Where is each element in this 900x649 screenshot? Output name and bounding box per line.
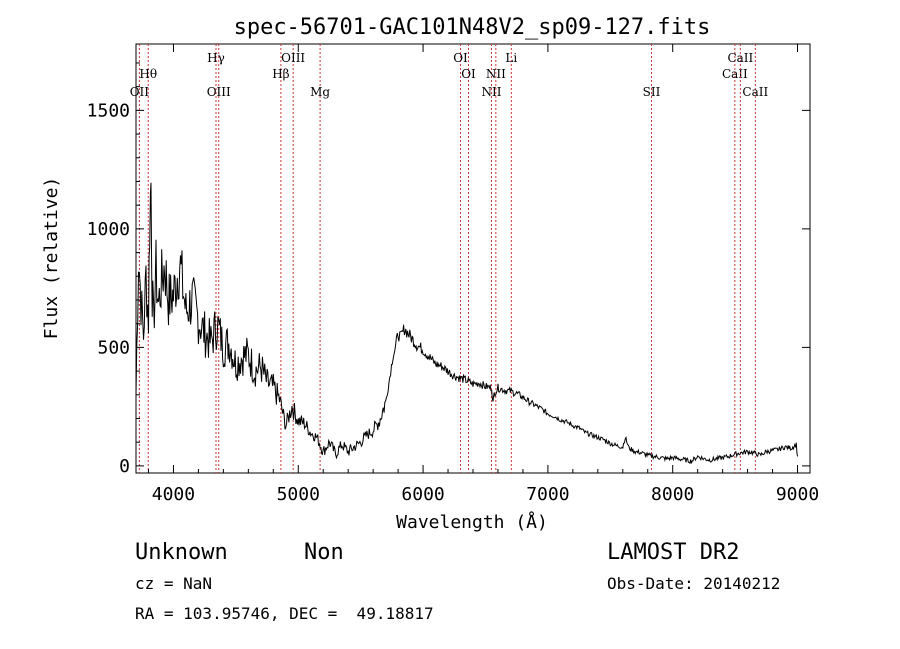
spectral-line-label: Li [505,51,517,65]
coordinates: RA = 103.95746, DEC = 49.18817 [135,604,434,623]
x-tick-label: 8000 [651,484,694,505]
spectral-line-label: NII [481,85,501,99]
spectral-line-label: SII [643,85,661,99]
x-axis-ticks: 4000 5000 6000 7000 8000 9000 [147,44,819,505]
redshift-value: cz = NaN [135,574,212,593]
spectral-line-label: Hβ [272,67,289,81]
spectral-line-label: Hθ [139,67,157,81]
x-tick-label: 7000 [526,484,569,505]
y-axis-ticks: 0 500 1000 1500 [87,62,810,477]
y-tick-label: 1000 [87,219,130,240]
y-tick-label: 1500 [87,100,130,121]
object-type: Unknown [135,540,228,565]
plot-frame [135,43,811,474]
spectral-line-label: Hγ [207,51,225,65]
x-tick-label: 6000 [401,484,444,505]
emission-lines: OII Hθ OIII Hγ Hβ OIII Mg OI OI NII NII Li SII CaII Ca… [130,44,768,473]
spectral-line-label: NII [486,67,506,81]
plot-area: OII Hθ OIII Hγ Hβ OIII Mg OI OI NII NII Li SII CaII Ca… [87,43,819,505]
y-tick-label: 500 [97,337,130,358]
obs-date: Obs-Date: 20140212 [607,574,780,593]
survey-name: LAMOST DR2 [607,540,739,565]
spectral-line-label: Mg [310,85,330,99]
spectral-line-label: OIII [207,85,231,99]
spectral-line-label: OIII [281,51,305,65]
spectral-line-label: OI [461,67,476,81]
x-tick-label: 9000 [776,484,819,505]
x-tick-label: 5000 [277,484,320,505]
chart-title: spec-56701-GAC101N48V2_sp09-127.fits [234,15,711,40]
y-tick-label: 0 [119,456,130,477]
object-subclass: Non [304,540,344,565]
x-axis-label: Wavelength (Å) [396,511,548,533]
spectral-line-label: CaII [727,51,753,65]
spectral-line-label: OI [453,51,468,65]
spectral-line-label: CaII [722,67,748,81]
spectral-line-label: OII [130,85,150,99]
y-axis-label: Flux (relative) [41,177,62,340]
spectrum-series-line [135,182,798,465]
x-tick-label: 4000 [152,484,195,505]
spectral-line-label: CaII [742,85,768,99]
